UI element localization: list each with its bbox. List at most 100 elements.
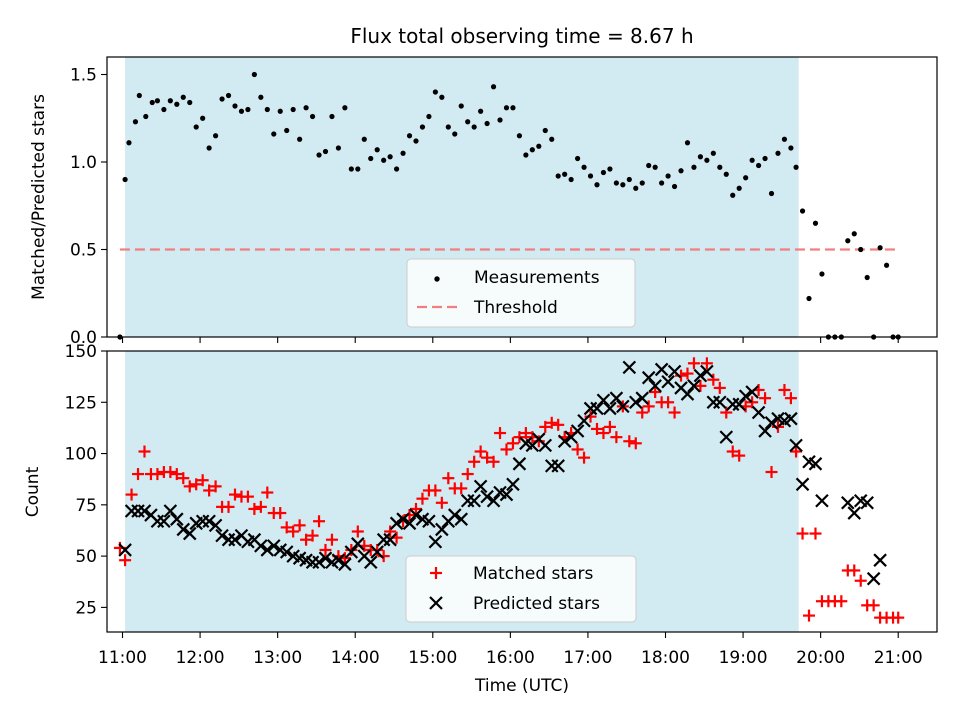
predicted-star-point (815, 493, 829, 508)
predicted-star-point (860, 496, 874, 510)
measurement-point (167, 98, 173, 104)
predicted-star-point (370, 545, 384, 559)
measurement-point (348, 166, 354, 172)
matched-star-point (506, 437, 519, 450)
predicted-star-point (208, 518, 223, 533)
measurement-point (432, 89, 438, 95)
measurement-point (574, 155, 581, 162)
predicted-star-point (622, 360, 637, 375)
matched-star-point (151, 468, 164, 481)
measurement-point (258, 94, 264, 100)
matched-star-point (519, 427, 532, 440)
predicted-star-point (118, 543, 132, 557)
matched-star-point (138, 445, 151, 458)
measurement-point (845, 238, 851, 244)
predicted-star-point (383, 532, 397, 547)
predicted-star-point (654, 362, 669, 377)
predicted-star-point (447, 508, 462, 522)
matched-star-point (287, 525, 300, 538)
predicted-star-point (719, 430, 734, 444)
matched-star-point (293, 519, 306, 532)
measurement-point (743, 175, 749, 181)
measurement-point (180, 94, 186, 100)
measurement-point (413, 138, 419, 144)
predicted-star-point (570, 424, 585, 438)
top-legend-box (406, 258, 636, 328)
predicted-star-point (137, 504, 152, 518)
matched-star-point (119, 554, 132, 567)
measurement-point (523, 152, 529, 158)
top-plot-frame (106, 56, 938, 338)
matched-star-point (532, 435, 545, 448)
matched-star-point (681, 367, 694, 380)
predicted-star-point (603, 401, 617, 416)
predicted-star-point (512, 457, 527, 471)
legend-threshold-label: Threshold (473, 298, 558, 318)
bottom-y-axis-label: Count (23, 466, 43, 517)
measurement-point (225, 92, 232, 99)
matched-star-point (590, 422, 603, 435)
bottom-plot-frame (106, 350, 938, 633)
predicted-star-point (182, 526, 197, 541)
matched-star-point (720, 406, 733, 419)
predicted-star-point (661, 374, 675, 389)
matched-star-point (790, 445, 803, 458)
y-tick-label: 0.0 (70, 328, 97, 348)
y-tick-label: 150 (65, 342, 97, 362)
measurement-point (193, 124, 199, 130)
matched-star-point (571, 443, 584, 456)
measurement-point (161, 106, 167, 113)
matched-star-point (603, 420, 616, 433)
measurement-point (335, 145, 342, 151)
bottom-legend-box (405, 555, 637, 623)
measurement-point (877, 245, 883, 251)
predicted-stars-points (118, 360, 887, 586)
predicted-star-point (157, 514, 171, 529)
measurement-point (381, 157, 387, 163)
measurement-point (883, 262, 890, 268)
measurement-point (200, 115, 206, 121)
measurement-point (536, 143, 542, 149)
measurement-point (510, 105, 516, 111)
measurement-point (251, 71, 257, 78)
measurement-point (297, 136, 303, 142)
matched-star-point (384, 525, 397, 538)
top-legend: Measurements Threshold (406, 258, 636, 328)
matched-star-point (306, 529, 319, 542)
predicted-star-point (732, 397, 746, 412)
measurement-point (484, 120, 490, 127)
legend-measurements-label: Measurements (474, 268, 600, 288)
measurement-point (465, 119, 471, 125)
measurement-point (277, 108, 283, 114)
predicted-star-point (557, 434, 572, 449)
legend-measurements-marker (434, 276, 440, 282)
matched-star-point (578, 451, 591, 464)
y-tick-label: 100 (65, 445, 97, 465)
matched-star-point (539, 420, 552, 433)
measurement-point (122, 176, 128, 183)
measurement-point (471, 124, 477, 130)
predicted-star-point (841, 496, 855, 510)
measurement-point (154, 98, 161, 104)
matched-star-point (597, 427, 610, 440)
measurement-point (136, 92, 142, 99)
matched-star-point (468, 455, 481, 468)
measurement-point (626, 176, 632, 183)
measurement-point (768, 190, 775, 197)
matched-star-point (377, 550, 390, 563)
predicted-star-point (480, 489, 494, 504)
matched-star-point (170, 468, 183, 481)
predicted-star-point (499, 487, 514, 502)
measurement-point (219, 96, 225, 102)
measurement-point (264, 106, 270, 113)
matched-star-point (662, 396, 675, 409)
y-tick-label: 0.5 (70, 241, 97, 261)
measurement-point (812, 220, 819, 226)
matched-star-point (835, 595, 848, 608)
predicted-star-point (680, 387, 695, 401)
matched-star-point (196, 474, 209, 487)
measurement-point (762, 155, 768, 162)
matched-star-point (177, 472, 190, 485)
measurement-point (613, 180, 619, 186)
